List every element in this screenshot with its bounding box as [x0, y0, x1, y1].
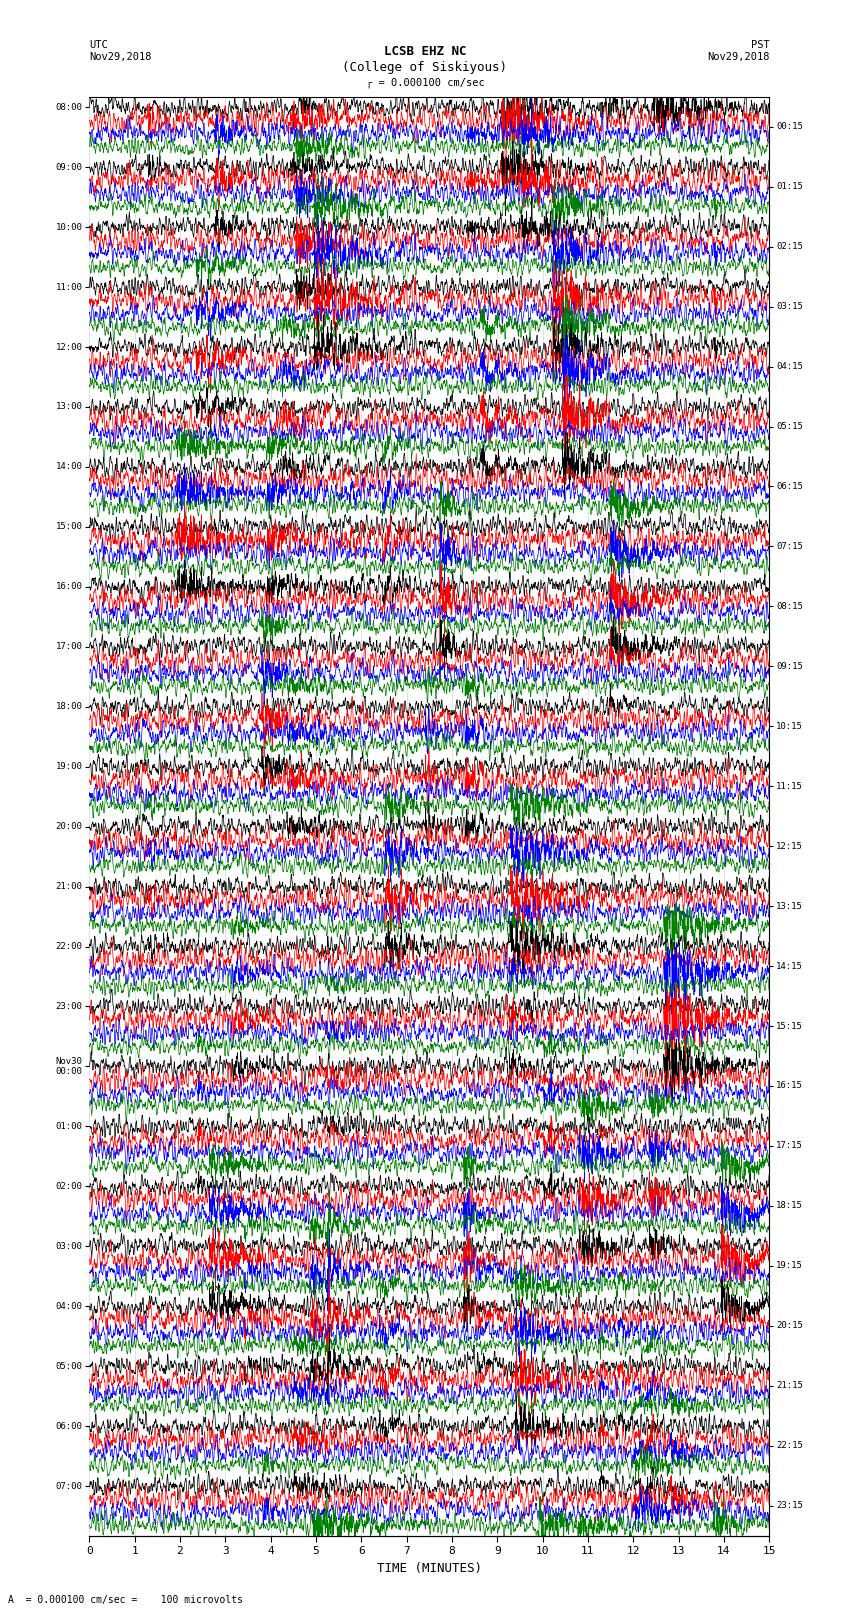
Text: (College of Siskiyous): (College of Siskiyous) [343, 61, 507, 74]
X-axis label: TIME (MINUTES): TIME (MINUTES) [377, 1561, 482, 1574]
Text: LCSB EHZ NC: LCSB EHZ NC [383, 45, 467, 58]
Text: ┌ = 0.000100 cm/sec: ┌ = 0.000100 cm/sec [366, 77, 484, 89]
Text: A  = 0.000100 cm/sec =    100 microvolts: A = 0.000100 cm/sec = 100 microvolts [8, 1595, 243, 1605]
Text: UTC
Nov29,2018: UTC Nov29,2018 [89, 40, 152, 61]
Text: PST
Nov29,2018: PST Nov29,2018 [706, 40, 769, 61]
